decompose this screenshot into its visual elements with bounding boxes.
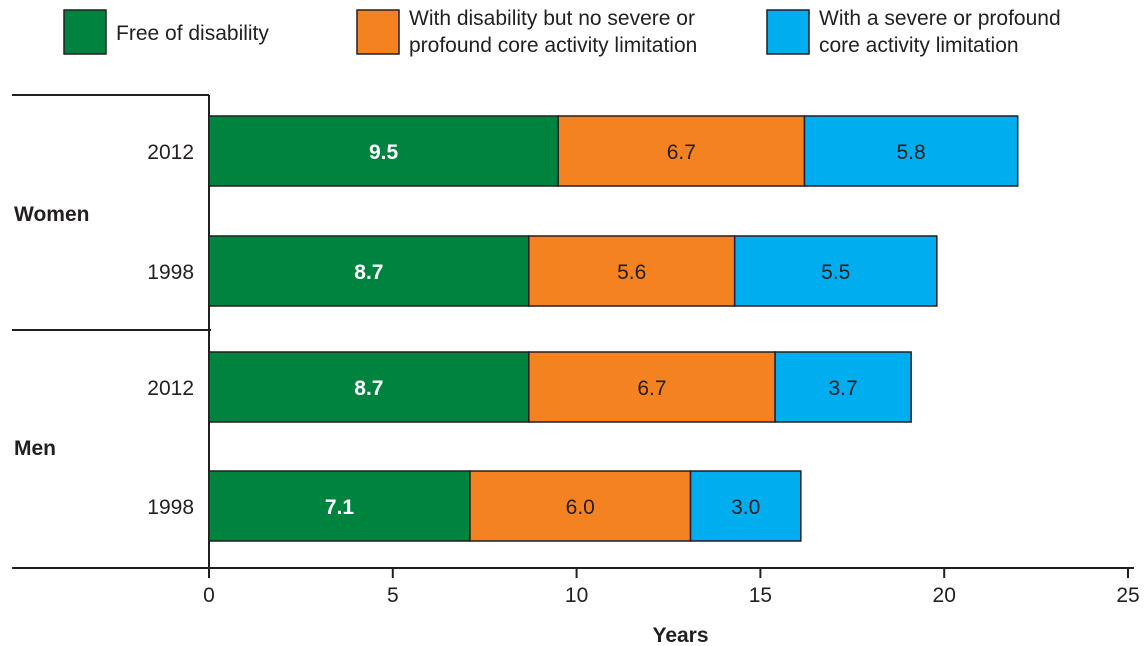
bar-segment — [208, 235, 530, 307]
bar-segment — [208, 115, 559, 187]
legend-swatch — [63, 9, 107, 55]
legend-label-line: profound core activity limitation — [409, 34, 697, 57]
data-label: 6.0 — [566, 496, 595, 519]
legend-label-line: Free of disability — [116, 22, 269, 45]
data-label: 6.7 — [667, 141, 696, 164]
data-label: 8.7 — [354, 377, 383, 400]
x-tick-label: 20 — [933, 584, 956, 607]
bar-segment — [689, 470, 802, 542]
data-label: 6.7 — [637, 377, 666, 400]
bar-segment — [208, 351, 530, 423]
bar-segment — [733, 235, 938, 307]
x-tick-label: 15 — [749, 584, 772, 607]
legend-swatch — [766, 9, 810, 55]
x-tick-label: 5 — [387, 584, 399, 607]
x-axis-title: Years — [652, 624, 708, 646]
row-label: 2012 — [147, 141, 194, 164]
row-labels: 2012 1998 2012 1998 Women Men — [14, 141, 194, 519]
group-label: Women — [14, 203, 89, 226]
legend-label-line: With disability but no severe or — [409, 7, 695, 30]
x-tick-label: 10 — [565, 584, 588, 607]
row-label: 1998 — [147, 496, 194, 519]
data-label: 5.6 — [617, 261, 646, 284]
row-label: 1998 — [147, 261, 194, 284]
data-label: 8.7 — [354, 261, 383, 284]
legend-label-line: core activity limitation — [819, 34, 1019, 57]
data-label: 5.5 — [821, 261, 850, 284]
bar-segment — [528, 235, 736, 307]
data-label: 3.0 — [731, 496, 760, 519]
bar-segment — [528, 351, 776, 423]
bars: 9.5 6.7 5.8 8.7 5.6 5.5 8.7 6.7 3.7 7.1 6.0 3.0 — [208, 115, 1019, 542]
bar-segment — [469, 470, 692, 542]
legend-label-line: With a severe or profound — [819, 7, 1061, 30]
bar-segment — [803, 115, 1019, 187]
legend: Free of disability With disability but no… — [63, 7, 1061, 57]
data-label: 9.5 — [369, 141, 399, 164]
legend-label: With a severe or profound core activity l… — [819, 7, 1061, 57]
bar-segment — [774, 351, 912, 423]
x-axis: 0 5 10 15 20 25 — [12, 567, 1140, 607]
bar-segment — [208, 470, 471, 542]
legend-label: Free of disability — [116, 22, 269, 45]
x-tick-label: 0 — [203, 584, 215, 607]
legend-label: With disability but no severe or profound… — [409, 7, 697, 57]
data-label: 5.8 — [897, 141, 926, 164]
bar-segment — [557, 115, 806, 187]
data-label: 7.1 — [325, 496, 355, 519]
x-tick-label: 25 — [1116, 584, 1139, 607]
group-label: Men — [14, 437, 56, 460]
legend-swatch — [356, 9, 400, 55]
data-label: 3.7 — [829, 377, 858, 400]
row-label: 2012 — [147, 377, 194, 400]
